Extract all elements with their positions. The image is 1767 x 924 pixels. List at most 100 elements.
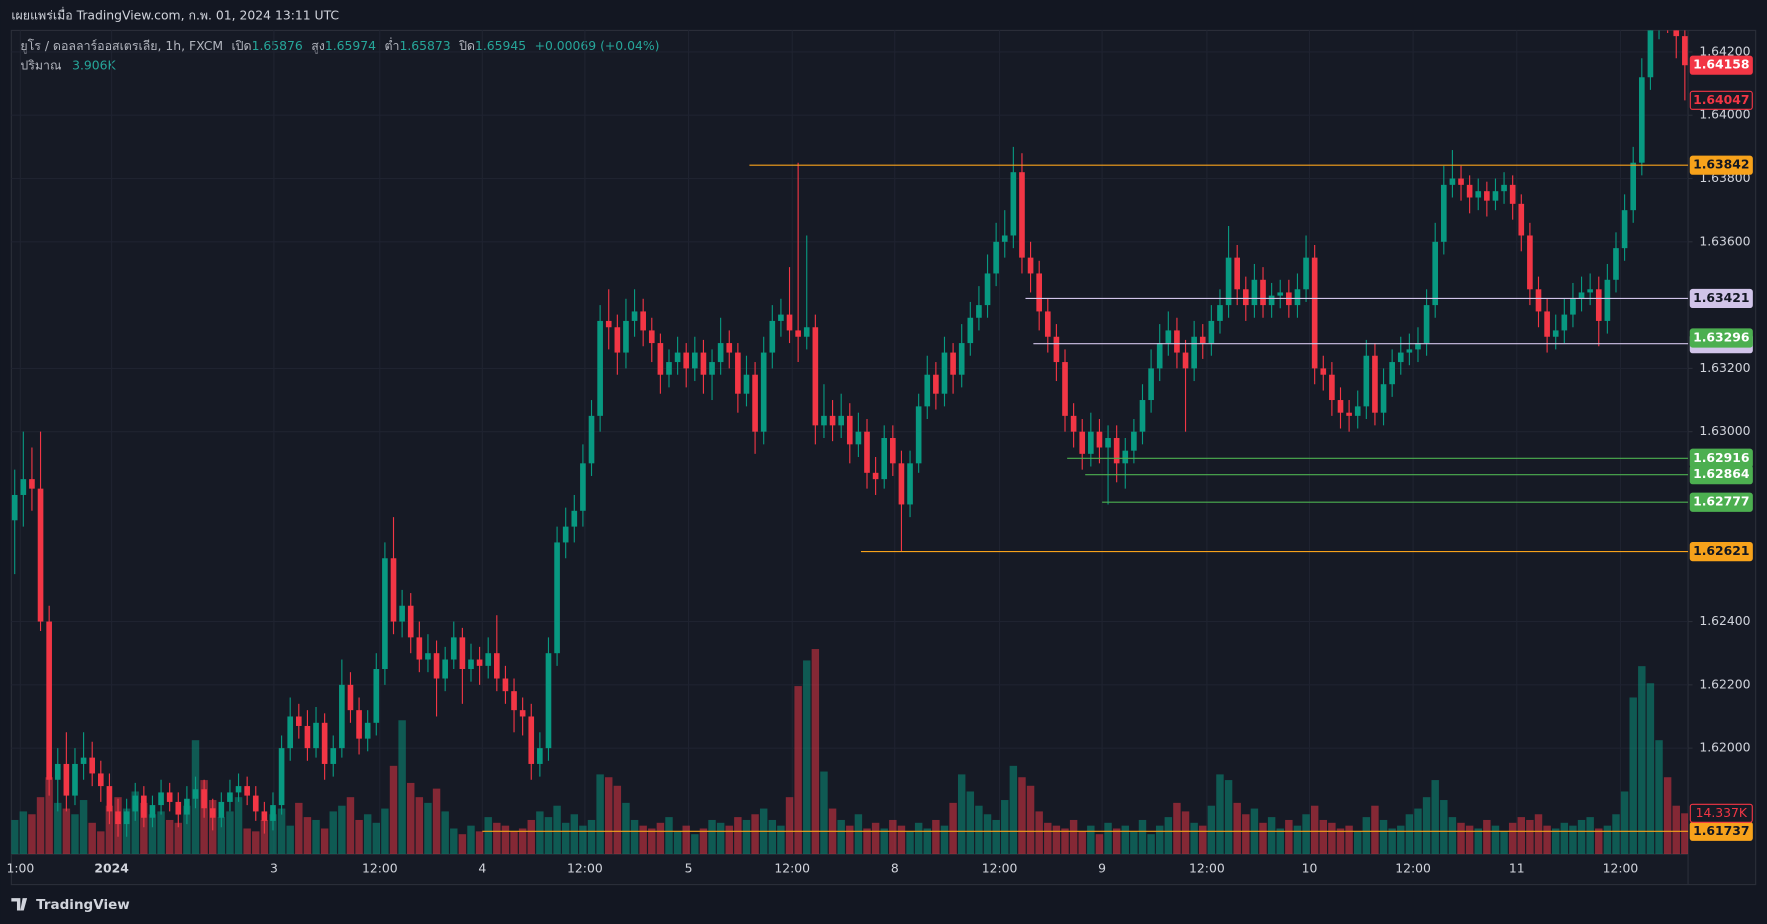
candle-body — [54, 763, 61, 780]
volume-bar — [1629, 697, 1637, 855]
volume-bar — [1147, 834, 1155, 855]
x-tick-label: 12:00 — [362, 860, 398, 875]
candle-body — [63, 763, 70, 796]
candle-body — [1492, 191, 1499, 201]
candle-body — [605, 320, 612, 328]
candle-body — [1088, 431, 1094, 454]
candle-body — [803, 327, 810, 337]
candle-body — [407, 605, 414, 638]
legend-high: 1.65974 — [325, 38, 376, 53]
volume-bar — [1534, 814, 1543, 855]
volume-bar — [1388, 828, 1396, 855]
candle-body — [1501, 184, 1507, 192]
volume-bar — [1293, 825, 1302, 855]
candle-body — [829, 415, 836, 426]
candle-body — [278, 748, 285, 806]
candle-body — [1587, 289, 1593, 293]
candle-body — [1570, 298, 1576, 315]
volume-bar — [1560, 822, 1569, 855]
candle-body — [726, 343, 733, 353]
y-tick-label: 1.62200 — [1699, 676, 1750, 691]
candle-body — [382, 558, 388, 670]
volume-bar — [1646, 683, 1655, 855]
candle-body — [1182, 352, 1189, 369]
volume-bar — [71, 814, 79, 855]
volume-bar — [854, 814, 863, 855]
brand: TradingView — [11, 897, 130, 913]
volume-bar — [1018, 777, 1026, 855]
volume-bar — [346, 797, 355, 855]
volume-bar — [708, 819, 716, 855]
volume-bar — [932, 819, 940, 855]
candle-body — [1604, 279, 1611, 321]
volume-bar — [1448, 817, 1457, 855]
candle-body — [1010, 172, 1017, 236]
volume-bar — [381, 808, 389, 855]
volume-bar — [768, 819, 777, 855]
candle-body — [1561, 314, 1568, 331]
volume-bar — [131, 791, 139, 855]
candle-body — [80, 757, 87, 764]
volume-bar — [1526, 819, 1534, 855]
candle-body — [511, 691, 517, 711]
legend-high-label: สูง — [311, 38, 325, 54]
candle-body — [640, 311, 646, 331]
candle-body — [683, 352, 690, 369]
candle-body — [881, 438, 888, 480]
volume-bar — [1207, 805, 1216, 855]
volume-bar — [1242, 814, 1250, 855]
x-tick-label: 8 — [891, 860, 899, 875]
volume-bar — [1353, 831, 1362, 855]
volume-bar — [1577, 819, 1586, 855]
candle-body — [1397, 352, 1404, 363]
candle-body — [141, 795, 147, 818]
published-note: เผยแพร่เมื่อ TradingView.com, ก.พ. 01, 2… — [11, 6, 339, 22]
candle-body — [502, 678, 509, 692]
candle-body — [304, 725, 311, 749]
price-label: 1.62916 — [1693, 450, 1749, 465]
candle-body — [769, 320, 776, 353]
candle-body — [158, 792, 164, 806]
candle-body — [227, 792, 233, 802]
volume-bar — [234, 797, 243, 855]
candle-body — [657, 343, 664, 375]
candle-body — [915, 406, 922, 464]
candle-body — [339, 684, 345, 749]
candle-body — [1053, 336, 1060, 363]
volume-bar — [630, 819, 639, 855]
volume-bar — [1379, 819, 1388, 855]
candle-body — [1535, 289, 1542, 312]
candle-body — [201, 789, 207, 809]
price-label: 1.64047 — [1693, 92, 1749, 107]
volume-bar — [734, 817, 742, 855]
volume-bar — [1095, 834, 1104, 855]
candle-body — [907, 463, 913, 505]
volume-bar — [1328, 822, 1336, 855]
candle-body — [1466, 184, 1473, 198]
volume-bar — [966, 791, 975, 855]
legend-volume: 3.906K — [72, 57, 116, 72]
volume-bar — [1500, 831, 1508, 855]
volume-bar — [475, 831, 484, 855]
candle-body — [373, 669, 380, 723]
volume-bar — [1457, 822, 1465, 855]
candle-body — [597, 320, 603, 416]
brand-logo — [11, 898, 28, 911]
x-tick-label: 12:00 — [567, 860, 603, 875]
candle-body — [270, 805, 276, 821]
candle-body — [261, 811, 268, 821]
volume-bar — [36, 797, 45, 855]
candle-body — [72, 763, 78, 796]
candle-body — [313, 722, 319, 749]
candle-body — [614, 327, 621, 353]
y-tick-label: 1.62000 — [1699, 740, 1750, 755]
volume-bar — [1345, 825, 1353, 855]
candle-body — [1036, 273, 1042, 312]
candle-body — [1191, 336, 1197, 369]
volume-bar — [570, 814, 579, 855]
volume-bar — [1310, 805, 1319, 855]
candle-body — [692, 352, 698, 369]
volume-bar — [561, 822, 570, 855]
candle-body — [399, 605, 405, 622]
